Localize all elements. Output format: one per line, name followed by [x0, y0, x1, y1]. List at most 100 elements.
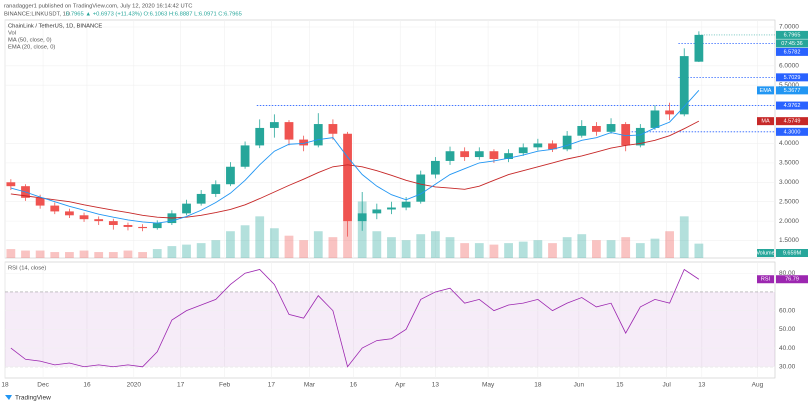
- volume-bar: [211, 240, 221, 258]
- rsi-badge-tag: RSI: [761, 277, 771, 283]
- candle-body: [6, 182, 16, 187]
- price-badge-bg: [776, 39, 808, 48]
- candle-body: [35, 197, 45, 206]
- x-tick-label: Feb: [219, 382, 231, 389]
- rsi-legend: RSI (14, close): [8, 266, 46, 272]
- y-tick-label: 3.0000: [779, 179, 799, 186]
- volume-bar: [284, 235, 294, 258]
- volume-bar: [372, 231, 382, 258]
- price-badge-bg: [776, 30, 808, 39]
- candle-body: [357, 213, 367, 222]
- logo-icon: [5, 395, 12, 400]
- volume-bar: [255, 216, 265, 258]
- x-tick-label: 15: [616, 382, 624, 389]
- candle-body: [489, 151, 499, 159]
- volume-bar: [430, 231, 440, 258]
- candle-body: [152, 223, 162, 229]
- volume-bar: [504, 243, 513, 258]
- y-tick-label: 3.5000: [779, 160, 799, 167]
- volume-bar: [196, 243, 206, 258]
- candle-body: [284, 122, 294, 140]
- x-tick-label: Mar: [304, 382, 316, 389]
- candle-body: [299, 139, 309, 146]
- price-badge: 07:45:36: [781, 41, 802, 47]
- volume-bar: [65, 252, 74, 258]
- price-badge-bg: [776, 101, 808, 110]
- plot-layer: 18 Dec 16 2020 17 Feb 17 Mar 16 Apr 13 May 18 Jun 15 Ju…: [1, 20, 808, 389]
- price-badge-tag: MA: [761, 119, 770, 125]
- volume-bar: [548, 243, 557, 258]
- candle-body: [196, 193, 206, 204]
- volume-bar: [138, 252, 147, 258]
- candle-body: [79, 215, 89, 220]
- volume-bar: [606, 240, 616, 258]
- volume-bar: [592, 240, 601, 258]
- volume-bar: [343, 220, 352, 258]
- candle-body: [592, 125, 601, 132]
- y-tick-label: 6.0000: [779, 63, 799, 70]
- volume-badge-bg: [776, 249, 808, 257]
- candle-body: [123, 224, 133, 227]
- volume-bar: [21, 250, 30, 258]
- price-badge-tag-bg: [757, 86, 774, 95]
- candle-body: [328, 124, 338, 134]
- rsi-tick-label: 60.00: [779, 307, 796, 314]
- indicator-line: [10, 90, 700, 224]
- rsi-tick-label: 30.00: [779, 363, 796, 370]
- price-badge: 6.5782: [784, 49, 801, 55]
- x-tick-label: Apr: [395, 382, 406, 389]
- candle-body: [504, 153, 513, 159]
- volume-bar: [650, 238, 660, 258]
- x-tick-label: 13: [432, 382, 440, 389]
- y-tick-label: 2.5000: [779, 198, 799, 205]
- candle-body: [548, 143, 557, 150]
- x-tick-label: 16: [350, 382, 358, 389]
- volume-bar: [489, 244, 499, 258]
- rsi-tick-label: 40.00: [779, 345, 796, 352]
- rsi-tick-label: 50.00: [779, 326, 796, 333]
- y-tick-label: 4.0000: [779, 140, 799, 147]
- y-tick-label: 2.0000: [779, 218, 799, 225]
- volume-bar: [445, 237, 455, 258]
- rsi-badge-tag-bg: [757, 275, 774, 284]
- volume-bar: [269, 228, 279, 258]
- x-tick-label: May: [482, 382, 495, 389]
- candle-body: [94, 219, 104, 222]
- candle-body: [416, 174, 426, 202]
- candle-body: [694, 34, 704, 62]
- x-tick-label: 18: [1, 382, 9, 389]
- volume-bar: [123, 250, 133, 258]
- price-badge: 5.3677: [784, 88, 801, 94]
- volume-bar: [562, 237, 572, 258]
- price-badge: 4.9762: [784, 103, 801, 109]
- price-badge-bg: [776, 127, 808, 136]
- y-tick-label: 7.0000: [779, 24, 799, 31]
- volume-bar: [518, 241, 528, 258]
- candle-body: [240, 145, 250, 167]
- price-badge-bg: [776, 73, 808, 82]
- volume-bar: [299, 240, 309, 258]
- candle-body: [577, 125, 587, 136]
- x-tick-label: 16: [83, 382, 91, 389]
- candle-body: [226, 166, 235, 185]
- volume-bar: [387, 237, 396, 258]
- volume-bar: [401, 240, 411, 258]
- volume-bar: [167, 246, 177, 258]
- volume-bar: [152, 249, 162, 258]
- candle-body: [635, 127, 645, 146]
- volume-bar: [94, 252, 104, 258]
- rsi-line: [10, 268, 700, 368]
- candle-body: [313, 124, 323, 146]
- price-badge-bg: [776, 86, 808, 95]
- candle-body: [372, 209, 382, 214]
- volume-legend: Vol: [8, 31, 16, 37]
- rsi-tick-label: 80.00: [779, 270, 796, 277]
- candle-body: [269, 122, 279, 128]
- candle-body: [255, 127, 265, 146]
- symbol: BINANCE:LINKUSDT, 1D: [4, 12, 70, 18]
- volume-bar: [416, 234, 426, 258]
- price-badge-bg: [776, 47, 808, 56]
- x-tick-label: 18: [534, 382, 542, 389]
- chart-title: ChainLink / TetherUS, 1D, BINANCE: [8, 24, 102, 30]
